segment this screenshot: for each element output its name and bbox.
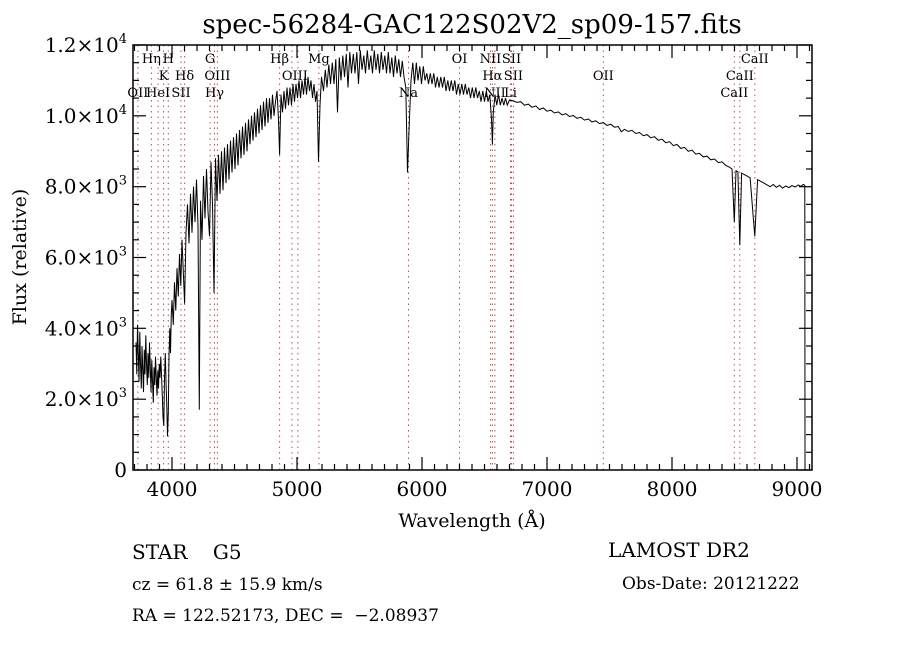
spectral-line-label: Hη: [142, 52, 161, 67]
x-tick-label: 5000: [272, 477, 323, 501]
radec-text: RA = 122.52173, DEC = −2.08937: [132, 606, 439, 626]
x-tick-label: 4000: [147, 477, 198, 501]
cz-text: cz = 61.8 ± 15.9 km/s: [132, 575, 323, 595]
y-tick-label: 0: [114, 458, 127, 482]
x-tick-label: 9000: [772, 477, 823, 501]
spectral-line-label: Hα: [482, 69, 502, 84]
spectral-line-label: SII: [504, 69, 523, 84]
spectral-line-label: G: [205, 52, 215, 67]
plot-border: [132, 44, 813, 471]
spectral-line-label: CaII: [726, 69, 754, 84]
chart-title: spec-56284-GAC122S02V2_sp09-157.fits: [202, 10, 741, 40]
y-tick-label: 6.0×103: [45, 245, 127, 270]
spectral-line-label: SII: [502, 52, 521, 67]
spectral-line-label: OIII: [282, 69, 308, 84]
spectral-line-label: Hδ: [175, 69, 194, 84]
spectral-line-label: K: [159, 69, 169, 84]
y-tick-label: 1.2×104: [45, 32, 127, 57]
y-axis-label: Flux (relative): [9, 189, 31, 326]
x-axis-label: Wavelength (Å): [398, 510, 545, 532]
survey-text: LAMOST DR2: [608, 538, 750, 562]
spectral-line-label: OIII: [204, 69, 230, 84]
y-tick-label: 2.0×103: [45, 386, 127, 411]
spectral-line-label: H: [163, 52, 174, 67]
spectral-line-label: Mg: [308, 52, 330, 67]
object-class-text: STAR G5: [132, 540, 242, 564]
spectral-line-label: OII: [593, 69, 614, 84]
spectral-line-label: NII: [480, 52, 502, 67]
x-tick-label: 7000: [522, 477, 573, 501]
obsdate-text: Obs-Date: 20121222: [622, 574, 800, 594]
y-tick-label: 4.0×103: [45, 315, 127, 340]
x-tick-label: 6000: [397, 477, 448, 501]
spectral-line-label: CaII: [741, 52, 769, 67]
spectral-line-label: Li: [504, 86, 517, 101]
spectral-line-label: Hβ: [270, 52, 289, 67]
y-tick-label: 8.0×103: [45, 174, 127, 199]
y-tick-label: 1.0×104: [45, 103, 127, 128]
spectral-line-label: CaII: [720, 86, 748, 101]
spectral-line-label: HeI: [146, 86, 170, 101]
spectral-line-label: Hγ: [205, 86, 224, 101]
spectrum-line: [135, 50, 806, 471]
spectral-line-label: SII: [171, 86, 190, 101]
spectral-line-label: OI: [452, 52, 468, 67]
x-tick-label: 8000: [647, 477, 698, 501]
spectral-line-label: Na: [399, 86, 418, 101]
